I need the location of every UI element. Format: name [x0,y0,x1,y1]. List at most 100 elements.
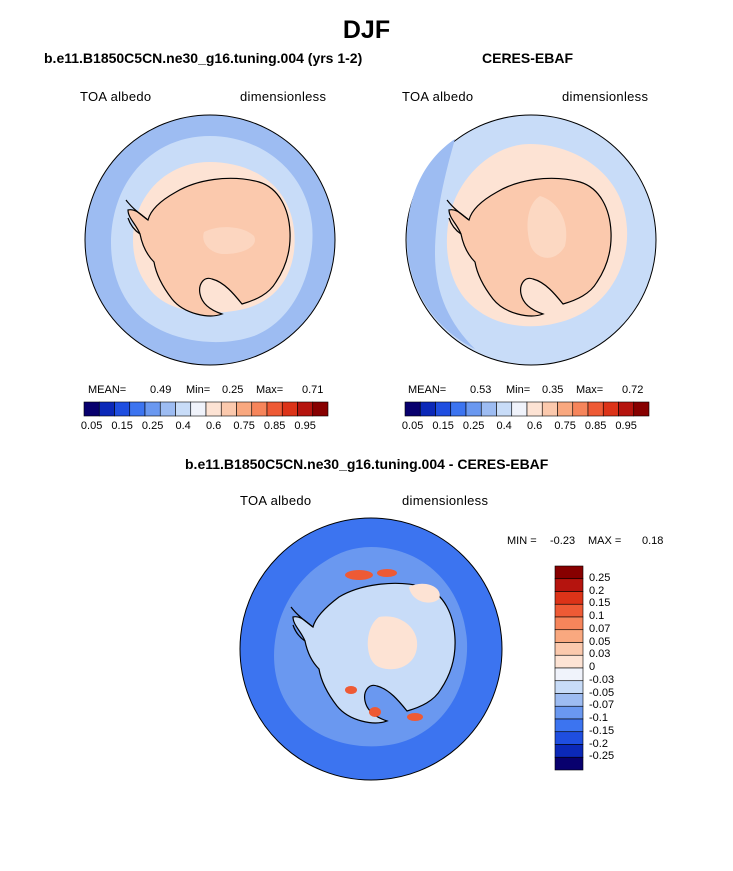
colorbar-swatch [190,401,207,417]
colorbar-tick-label: 0.2 [589,584,605,597]
colorbar-tick-label: 0.05 [589,635,611,648]
colorbar-swatch [480,401,497,417]
diff-max-label: MAX = [588,535,622,547]
figure-title: DJF [342,16,391,44]
diff-variable-label: TOA albedo [240,493,312,508]
obs-variable-label: TOA albedo [402,89,474,104]
diff-max-value: 0.18 [642,535,664,547]
obs-colorbar [404,401,650,417]
colorbar-tick-label: 0.15 [432,420,454,432]
map-red-patch-south-2 [407,713,423,721]
colorbar-swatch [554,629,584,643]
model-units-label: dimensionless [240,89,327,104]
colorbar-swatch [159,401,176,417]
colorbar-tick-label: 0.03 [589,648,611,661]
colorbar-swatch [266,401,283,417]
colorbar-swatch [587,401,604,417]
colorbar-tick-label: 0.07 [589,622,611,635]
colorbar-tick-label: 0.4 [175,420,191,432]
colorbar-tick-label: -0.15 [589,724,615,737]
model-mean-value: 0.49 [150,384,172,396]
colorbar-swatch [557,401,574,417]
colorbar-swatch [554,756,584,771]
colorbar-swatch [554,667,584,682]
colorbar-swatch [554,680,584,694]
map-interior-patch [527,196,567,258]
obs-polar-map [405,114,657,366]
colorbar-swatch [511,401,528,417]
colorbar-swatch [220,401,237,417]
colorbar-swatch [602,401,619,417]
colorbar-tick-label: 0.15 [589,597,611,610]
colorbar-tick-label: -0.07 [589,699,615,712]
colorbar-tick-label: 0 [589,661,596,673]
map-ocean-left [407,139,475,349]
colorbar-tick-label: 0.95 [294,420,316,432]
model-variable-label: TOA albedo [80,89,152,104]
colorbar-tick-label: 0.1 [589,610,605,622]
colorbar-tick-label: 0.85 [584,420,607,432]
map-red-patch-west [345,686,357,694]
map-red-patch-north-2 [377,569,397,577]
diff-colorbar-ticks: 0.25 0.2 0.15 0.1 0.07 0.05 0.03 0 -0.03 -0.05 -0.… [589,566,649,770]
colorbar-swatch [633,401,650,417]
colorbar-swatch [554,718,584,733]
diff-min-label: MIN = [507,535,537,547]
colorbar-swatch [236,401,253,417]
obs-colorbar-ticks: 0.05 0.15 0.25 0.4 0.6 0.75 0.85 0.95 [402,420,649,434]
map-red-patch-south [369,707,381,717]
model-min-value: 0.25 [222,384,244,396]
obs-panel-title: CERES-EBAF [482,50,574,66]
obs-units-label: dimensionless [562,89,649,104]
map-positive-patch [367,616,418,670]
colorbar-tick-label: 0.95 [615,420,637,432]
colorbar-swatch [312,401,329,417]
model-colorbar [83,401,329,417]
obs-min-value: 0.35 [542,384,564,396]
diff-panel-title: b.e11.B1850C5CN.ne30_g16.tuning.004 - CE… [185,456,549,472]
colorbar-swatch [554,591,584,605]
colorbar-tick-label: 0.6 [526,420,543,432]
obs-mean-label: MEAN= [408,384,447,396]
map-interior-patch [203,227,255,254]
colorbar-swatch [554,693,584,707]
model-min-label: Min= [186,384,211,396]
colorbar-swatch [554,731,584,745]
diff-units-label: dimensionless [402,493,489,508]
colorbar-tick-label: 0.15 [111,420,133,432]
obs-min-label: Min= [506,384,531,396]
colorbar-swatch [251,401,268,417]
colorbar-swatch [281,401,298,417]
colorbar-swatch [419,401,436,417]
colorbar-swatch [297,401,314,417]
colorbar-tick-label: 0.75 [233,420,255,432]
colorbar-tick-label: -0.05 [589,686,615,699]
colorbar-swatch [205,401,222,417]
colorbar-swatch [554,705,584,720]
colorbar-swatch [618,401,635,417]
colorbar-tick-label: 0.6 [205,420,222,432]
colorbar-swatch [554,642,584,656]
colorbar-swatch [175,401,192,417]
model-polar-map [84,114,336,366]
model-max-label: Max= [256,384,284,396]
colorbar-tick-label: 0.75 [554,420,576,432]
obs-mean-value: 0.53 [470,384,492,396]
colorbar-swatch [144,401,161,417]
diff-polar-map [239,517,503,781]
colorbar-tick-label: -0.2 [589,737,608,750]
colorbar-tick-label: 0.25 [141,420,164,432]
colorbar-swatch [114,401,131,417]
colorbar-tick-label: -0.1 [589,712,608,724]
colorbar-swatch [541,401,558,417]
model-panel-title: b.e11.B1850C5CN.ne30_g16.tuning.004 (yrs… [44,50,363,66]
colorbar-swatch [496,401,513,417]
map-antarctic-peninsula [125,199,149,235]
model-mean-label: MEAN= [88,384,127,396]
colorbar-swatch [572,401,589,417]
colorbar-tick-label: 0.85 [263,420,286,432]
colorbar-swatch [554,744,584,758]
colorbar-tick-label: -0.25 [589,750,615,763]
colorbar-tick-label: 0.25 [589,571,611,584]
diff-min-value: -0.23 [550,535,576,547]
